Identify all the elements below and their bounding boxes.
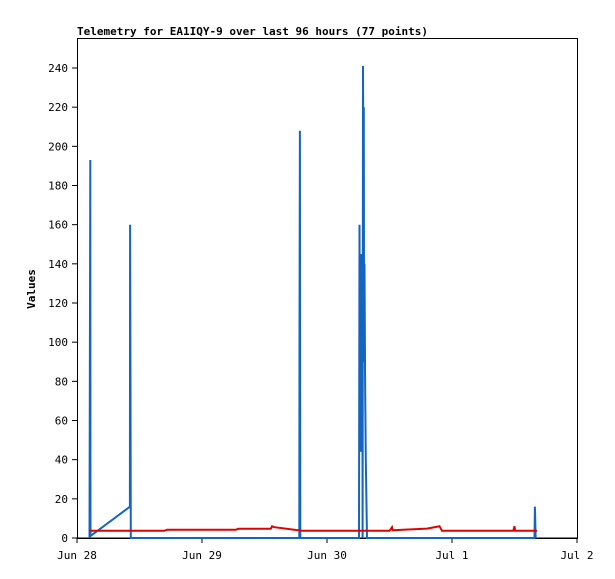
x-tick-label: Jun 30 bbox=[307, 549, 347, 562]
series-line-2 bbox=[89, 524, 537, 532]
chart-title: Telemetry for EA1IQY-9 over last 96 hour… bbox=[77, 25, 428, 38]
y-tick-label: 40 bbox=[55, 454, 68, 467]
y-tick-label: 60 bbox=[55, 415, 68, 428]
y-axis: 0 20 40 60 80 100 120 140 160 180 200 220 240 bbox=[48, 62, 77, 545]
x-tick-label: Jun 29 bbox=[182, 549, 222, 562]
y-tick-label: 20 bbox=[55, 493, 68, 506]
y-tick-label: 240 bbox=[48, 62, 68, 75]
x-tick-label: Jun 28 bbox=[57, 549, 97, 562]
y-tick-label: 160 bbox=[48, 219, 68, 232]
y-tick-label: 180 bbox=[48, 180, 68, 193]
y-tick-label: 120 bbox=[48, 297, 68, 310]
y-tick-label: 140 bbox=[48, 258, 68, 271]
x-tick-label: Jul 2 bbox=[560, 549, 593, 562]
y-tick-label: 220 bbox=[48, 101, 68, 114]
x-axis: Jun 28 Jun 29 Jun 30 Jul 1 Jul 2 bbox=[57, 538, 594, 562]
x-tick-label: Jul 1 bbox=[435, 549, 468, 562]
y-tick-label: 80 bbox=[55, 375, 68, 388]
series-line-1 bbox=[88, 65, 537, 539]
series-layer bbox=[77, 65, 577, 539]
y-tick-label: 200 bbox=[48, 140, 68, 153]
y-tick-label: 0 bbox=[61, 532, 68, 545]
y-axis-label: Values bbox=[25, 269, 38, 309]
y-tick-label: 100 bbox=[48, 336, 68, 349]
